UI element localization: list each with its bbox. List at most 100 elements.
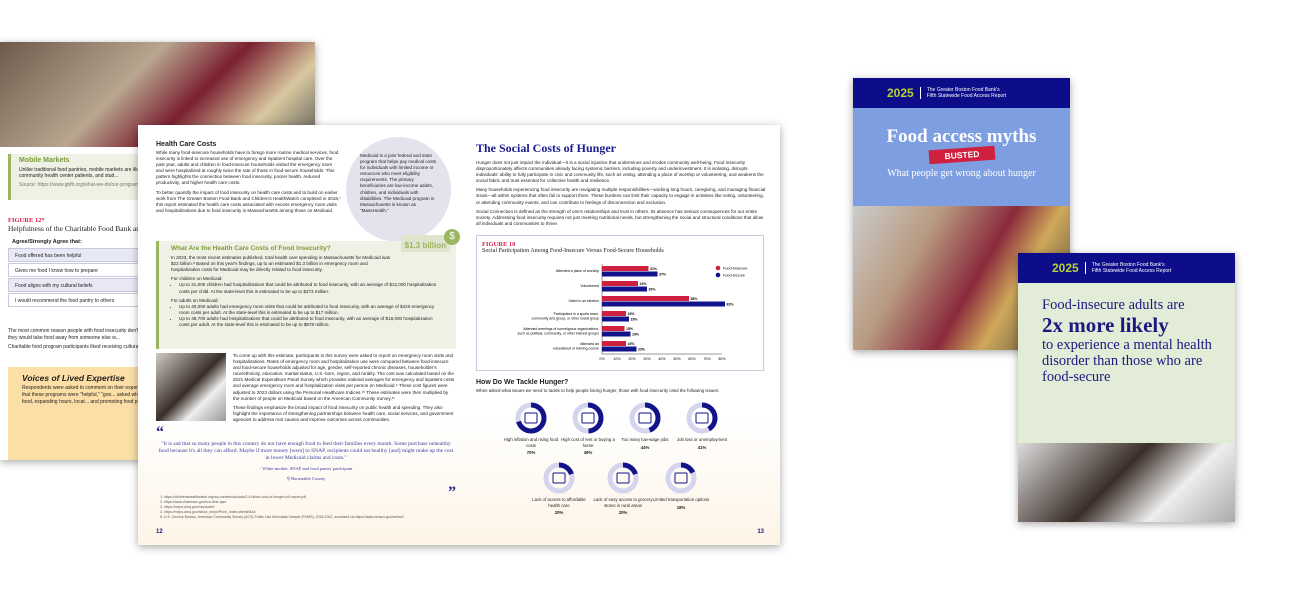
issue-percent: 18% [676, 504, 686, 510]
legend-marker [715, 272, 721, 278]
donut-fill [607, 462, 639, 494]
body-text: Hunger does not just impact the individu… [476, 160, 764, 184]
issue-label: Limited transportation options [652, 497, 710, 502]
health-costs-box: $1.3 billion $ What Are the Health Care … [156, 229, 460, 349]
footnotes: https://childrenshealthwatch.org/wp-cont… [156, 495, 456, 520]
report-spread: Health Care Costs While many food-insecu… [138, 125, 780, 545]
statement-line: to experience a mental health disorder t… [1042, 337, 1212, 385]
issue-percent: 44% [640, 444, 650, 450]
location-pin-icon: ⚲ [286, 476, 292, 481]
section-heading: How Do We Tackle Hunger? [476, 379, 569, 386]
category-label: Voted in an election [568, 299, 599, 303]
org-line: The Greater Boston Food Bank's [926, 86, 1000, 93]
page-number: 13 [757, 529, 764, 535]
data-label: 37% [659, 273, 667, 277]
donut-chart [515, 402, 547, 434]
year: 2025 [1052, 261, 1079, 275]
page-12-intro: Health Care Costs While many food-insecu… [156, 141, 341, 217]
x-tick-label: 40% [658, 357, 666, 361]
house-icon [581, 412, 595, 424]
storefront-icon [616, 472, 630, 484]
body-text: While many food-insecure households have… [156, 150, 339, 186]
footnote: U.S. Census Bureau, American Community S… [164, 515, 456, 520]
issue-item: Lack of access to affordable health care… [529, 461, 589, 516]
category-label: educational or training course [553, 346, 599, 350]
data-label: 31% [650, 267, 658, 271]
list-item: Up to 40,000 adults had emergency room v… [179, 304, 444, 316]
donut-fill [686, 402, 718, 434]
box-text: In 2023, the most recent estimates publi… [171, 255, 391, 273]
donut-chart [629, 402, 661, 434]
category-label: Attended meetings of nonreligious organi… [523, 327, 599, 331]
tackle-hunger: How Do We Tackle Hunger? When asked what… [476, 379, 766, 515]
bar [602, 331, 631, 337]
amount-badge: $1.3 billion [400, 235, 450, 253]
x-tick-label: 30% [643, 357, 651, 361]
bar [602, 346, 637, 352]
x-tick-label: 70% [703, 357, 711, 361]
location-text: Barnstable County [291, 476, 326, 481]
x-tick-label: 0% [599, 357, 605, 361]
truck-icon [674, 472, 688, 484]
legend-label: Food-Secure [723, 274, 745, 278]
cover-statement: Food-insecure adults are 2x more likely … [1018, 283, 1235, 385]
callout-source: Source: https://www.gbfb.org/what-we-do/… [19, 181, 164, 188]
cover-subtitle: What people get wrong about hunger [887, 168, 1036, 179]
org-line: Fifth Statewide Food Access Report [926, 93, 1007, 99]
legend-label: Food-Insecure [723, 267, 747, 271]
body-text: Many households experiencing food insecu… [476, 187, 766, 205]
donut-chart [543, 462, 575, 494]
data-label: 16% [628, 342, 636, 346]
bar-chart: 0% 10% 20% 30% 40% 50% 60% 70% 80% Attended a pla… [518, 264, 747, 361]
callout-title: Mobile Markets [19, 157, 70, 164]
voices-title: Voices of Lived Expertise [22, 373, 125, 383]
legend-marker [715, 265, 721, 271]
bar [602, 266, 649, 271]
category-label: Attended a place of worship [556, 269, 599, 273]
issue-item: High inflation and rising food costs 70% [501, 401, 561, 456]
figure-label: FIGURE 12* [8, 217, 45, 224]
body-text: To come up with this estimate, participa… [233, 353, 455, 401]
cover-header: 2025 The Greater Boston Food Bank's Fifth… [853, 78, 1070, 108]
figure-10: FIGURE 10 Social Participation Among Foo… [476, 235, 764, 371]
adults-label: For adults on Medicaid: [171, 297, 219, 303]
body-text: To better quantify the impact of food in… [156, 189, 341, 213]
medical-form-icon [552, 472, 566, 484]
org-line: Fifth Statewide Food Access Report [1091, 268, 1172, 274]
category-label: Volunteered [580, 284, 599, 288]
data-label: 16% [628, 312, 636, 316]
org-name: The Greater Boston Food Bank's Fifth Stat… [927, 87, 1006, 100]
footnote: https://childrenshealthwatch.org/wp-cont… [164, 495, 456, 500]
data-label: 24% [640, 282, 648, 286]
bar [602, 311, 626, 316]
bar [602, 316, 629, 322]
figure-title: Helpfulness of the Charitable Food Bank … [8, 224, 187, 233]
section-intro: When asked what issues we need to tackle… [476, 388, 720, 393]
page-12-method: To come up with this estimate, participa… [233, 353, 455, 426]
body-text: Social Connection is defined as the stre… [476, 208, 764, 226]
data-label: 58% [691, 297, 699, 301]
x-tick-label: 60% [688, 357, 696, 361]
x-tick-label: 20% [628, 357, 636, 361]
donut-fill [515, 402, 547, 434]
x-tick-label: 80% [718, 357, 726, 361]
bar [602, 271, 658, 277]
data-label: 30% [649, 288, 657, 292]
quote-location: ⚲ Barnstable County [156, 475, 456, 482]
data-label: 18% [631, 318, 639, 322]
x-tick-label: 50% [673, 357, 681, 361]
bar [602, 286, 647, 292]
page-13-intro: The Social Costs of Hunger Hunger does n… [476, 141, 766, 230]
issue-label: High inflation and rising food costs [503, 437, 559, 448]
list-item: Up to 48,700 adults had hospitalizations… [179, 316, 444, 328]
close-quote-icon: ” [448, 484, 456, 501]
dollar-icon: $ [444, 229, 460, 245]
issue-item: High cost of rent or buying a home 49% [558, 401, 618, 456]
rising-cost-icon [524, 412, 538, 424]
bar [602, 301, 725, 307]
donut-fill [665, 462, 697, 494]
issue-percent: 70% [526, 450, 536, 455]
data-label: 15% [626, 327, 634, 331]
open-quote-icon: “ [156, 424, 164, 441]
cover-mental-health: 2025 The Greater Boston Food Bank's Fifth… [1018, 253, 1235, 522]
